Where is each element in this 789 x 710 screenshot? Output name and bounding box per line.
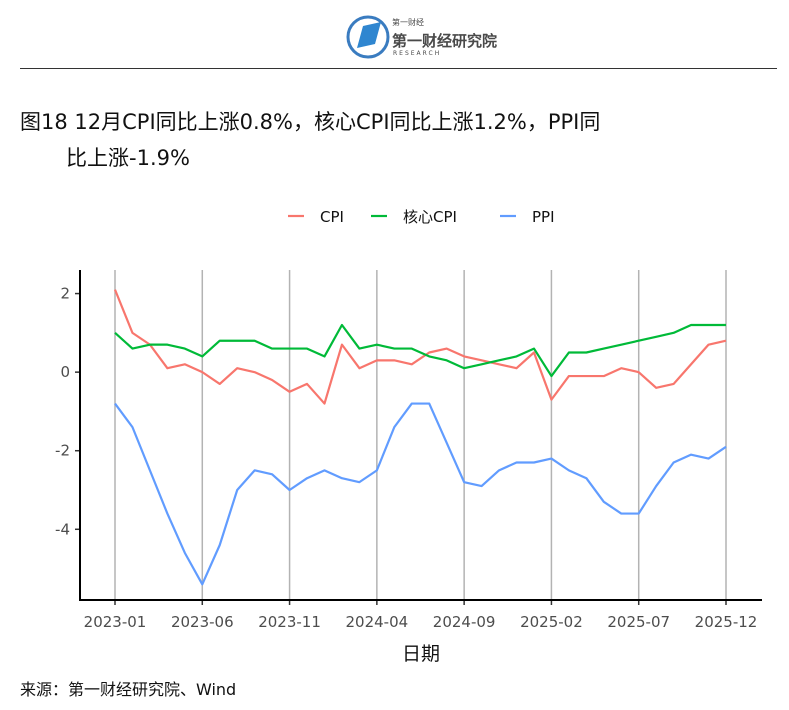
legend-label: CPI [320, 208, 344, 226]
y-tick-label: -4 [55, 520, 70, 538]
logo-subtext: 第一财经 [392, 18, 424, 27]
x-axis-title: 日期 [402, 643, 440, 665]
figure-title: 图18 12月CPI同比上涨0.8%，核心CPI同比上涨1.2%，PPI同 比上… [20, 104, 760, 176]
x-tick-label: 2025-02 [520, 613, 583, 631]
logo-text: 第一财经研究院 [392, 32, 498, 50]
x-tick-label: 2025-07 [607, 613, 670, 631]
logo-en: RESEARCH [393, 50, 442, 57]
title-line1: 图18 12月CPI同比上涨0.8%，核心CPI同比上涨1.2%，PPI同 [20, 110, 601, 134]
source-note: 来源：第一财经研究院、Wind [20, 680, 237, 699]
series-line-CPI [113, 289, 727, 405]
x-tick-label: 2023-01 [84, 613, 147, 631]
x-tick-label: 2023-11 [258, 613, 321, 631]
x-tick-label: 2023-06 [171, 613, 234, 631]
x-tick-label: 2024-04 [346, 613, 409, 631]
series-line-核心CPI [114, 323, 726, 378]
title-line2: 比上涨-1.9% [66, 146, 190, 170]
legend-label: PPI [532, 208, 555, 226]
y-tick-label: 2 [60, 285, 70, 303]
legend-label: 核心CPI [403, 208, 457, 226]
x-tick-label: 2025-12 [695, 613, 758, 631]
logo-icon [346, 15, 390, 59]
x-tick-label: 2024-09 [433, 613, 496, 631]
header-divider [20, 68, 777, 69]
y-tick-label: 0 [60, 363, 70, 381]
series-line-PPI [114, 402, 727, 586]
y-tick-label: -2 [55, 442, 70, 460]
